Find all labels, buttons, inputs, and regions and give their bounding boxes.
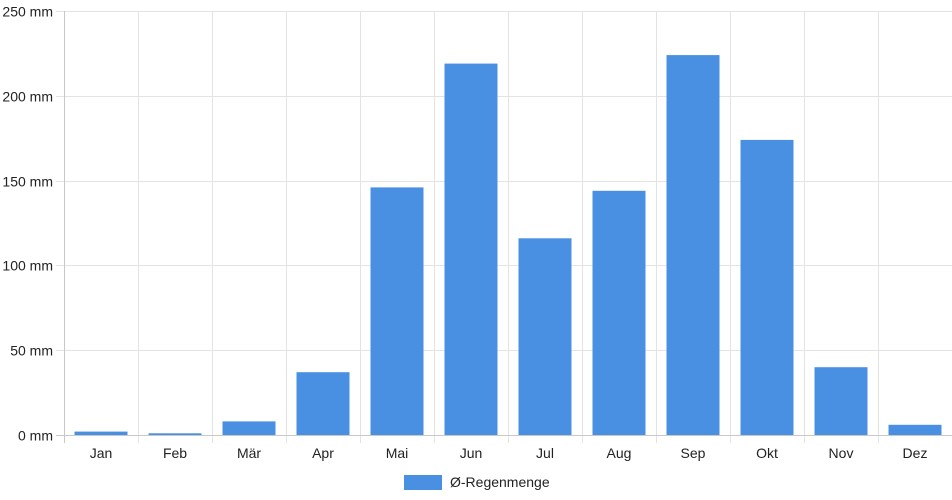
- x-tick-label: Jun: [460, 445, 483, 461]
- bar-okt[interactable]: [740, 139, 794, 435]
- bar-nov[interactable]: [814, 367, 868, 435]
- chart-grid: [56, 11, 952, 443]
- bar-mai[interactable]: [370, 187, 424, 435]
- bar-jun[interactable]: [444, 63, 498, 435]
- y-axis-ticks: 0 mm 50 mm 100 mm 150 mm 200 mm 250 mm: [2, 4, 53, 444]
- legend-swatch[interactable]: [404, 475, 442, 490]
- y-tick-label: 200 mm: [2, 89, 53, 105]
- bar-mär[interactable]: [222, 421, 276, 435]
- x-tick-label: Jan: [90, 445, 113, 461]
- y-tick-label: 0 mm: [18, 428, 53, 444]
- y-tick-label: 50 mm: [10, 343, 53, 359]
- x-tick-label: Mär: [237, 445, 261, 461]
- x-tick-label: Jul: [536, 445, 554, 461]
- x-tick-label: Aug: [607, 445, 632, 461]
- x-tick-label: Okt: [756, 445, 778, 461]
- chart-axes: [56, 11, 952, 443]
- bar-jan[interactable]: [74, 431, 128, 435]
- bar-dez[interactable]: [888, 424, 942, 435]
- x-tick-label: Feb: [163, 445, 187, 461]
- legend-label[interactable]: Ø-Regenmenge: [450, 474, 550, 490]
- bar-apr[interactable]: [296, 372, 350, 435]
- bar-jul[interactable]: [518, 238, 572, 435]
- chart-bars: [74, 55, 942, 435]
- x-axis-ticks: Jan Feb Mär Apr Mai Jun Jul Aug Sep Okt Nov Dez: [90, 445, 928, 461]
- y-tick-label: 150 mm: [2, 174, 53, 190]
- bar-sep[interactable]: [666, 55, 720, 435]
- x-tick-label: Sep: [681, 445, 706, 461]
- y-tick-label: 100 mm: [2, 258, 53, 274]
- y-tick-label: 250 mm: [2, 4, 53, 20]
- bar-aug[interactable]: [592, 190, 646, 435]
- x-tick-label: Mai: [386, 445, 409, 461]
- bar-feb[interactable]: [148, 433, 202, 435]
- x-tick-label: Apr: [312, 445, 334, 461]
- chart-legend[interactable]: Ø-Regenmenge: [404, 474, 550, 490]
- x-tick-label: Dez: [903, 445, 928, 461]
- x-tick-label: Nov: [829, 445, 854, 461]
